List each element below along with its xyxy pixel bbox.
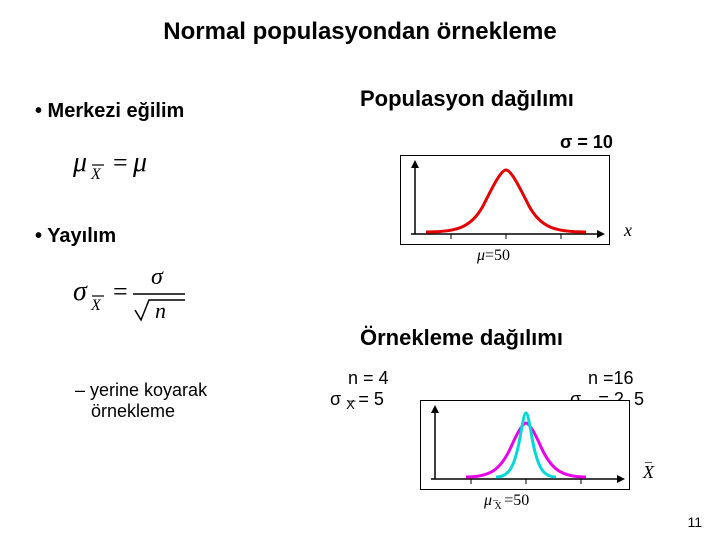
- svg-text:σ: σ: [151, 264, 164, 290]
- population-curve-svg: [401, 156, 611, 246]
- svg-text:σ: σ: [73, 276, 88, 307]
- n16-line1: n =16: [588, 368, 644, 389]
- samp-mu-label: μ _X =50: [484, 492, 529, 512]
- heading-ornekleme-dagilimi: Örnekleme dağılımı: [360, 325, 700, 351]
- left-column-3: – yerine koyarak örnekleme: [35, 380, 335, 422]
- svg-text:X: X: [90, 166, 102, 183]
- formula-sigma-xbar: σ X = σ n: [73, 260, 335, 335]
- sampling-n4-block: n = 4 σ _X = 5: [330, 368, 389, 410]
- bullet-merkezi-egilim: • Merkezi eğilim: [35, 100, 335, 123]
- n4-line1: n = 4: [348, 368, 389, 389]
- svg-text:X: X: [90, 297, 102, 314]
- pop-x-axis-label: x: [624, 220, 632, 241]
- population-chart: [400, 155, 610, 245]
- svg-text:n: n: [155, 298, 166, 323]
- formula-mu-xbar: μ X = μ: [73, 143, 335, 190]
- svg-text:=: =: [113, 148, 128, 177]
- page-number: 11: [687, 514, 702, 530]
- heading-populasyon-dagilimi: Populasyon dağılımı: [360, 86, 700, 112]
- left-column-2: • Yayılım σ X = σ n: [35, 225, 335, 335]
- svg-text:μ: μ: [132, 147, 147, 178]
- samp-x-axis-label: _ X: [643, 462, 654, 483]
- population-chart-wrapper: x μ=50: [400, 155, 610, 245]
- right-heading-ornekleme: Örnekleme dağılımı: [360, 325, 700, 351]
- pop-mu-label: μ=50: [477, 247, 510, 265]
- sigma-pop-text: σ = 10: [560, 132, 613, 152]
- sigma-pop-label: σ = 10: [560, 132, 613, 153]
- sampling-chart-wrapper: _ X μ _X =50: [420, 400, 630, 490]
- slide-title: Normal populasyondan örnekleme: [0, 0, 720, 46]
- right-heading-populasyon: Populasyon dağılımı: [360, 86, 700, 112]
- subbullet-line1: – yerine koyarak: [75, 380, 207, 400]
- n4-line2: σ _X = 5: [330, 389, 389, 410]
- svg-text:μ: μ: [73, 147, 87, 178]
- subbullet-line2: örnekleme: [91, 401, 175, 422]
- sampling-chart: [420, 400, 630, 490]
- left-column: • Merkezi eğilim μ X = μ: [35, 100, 335, 190]
- subbullet-yerine-koyarak: – yerine koyarak örnekleme: [75, 380, 335, 422]
- bullet-yayilim: • Yayılım: [35, 225, 335, 248]
- svg-text:=: =: [113, 277, 128, 306]
- sampling-curve-svg: [421, 401, 631, 491]
